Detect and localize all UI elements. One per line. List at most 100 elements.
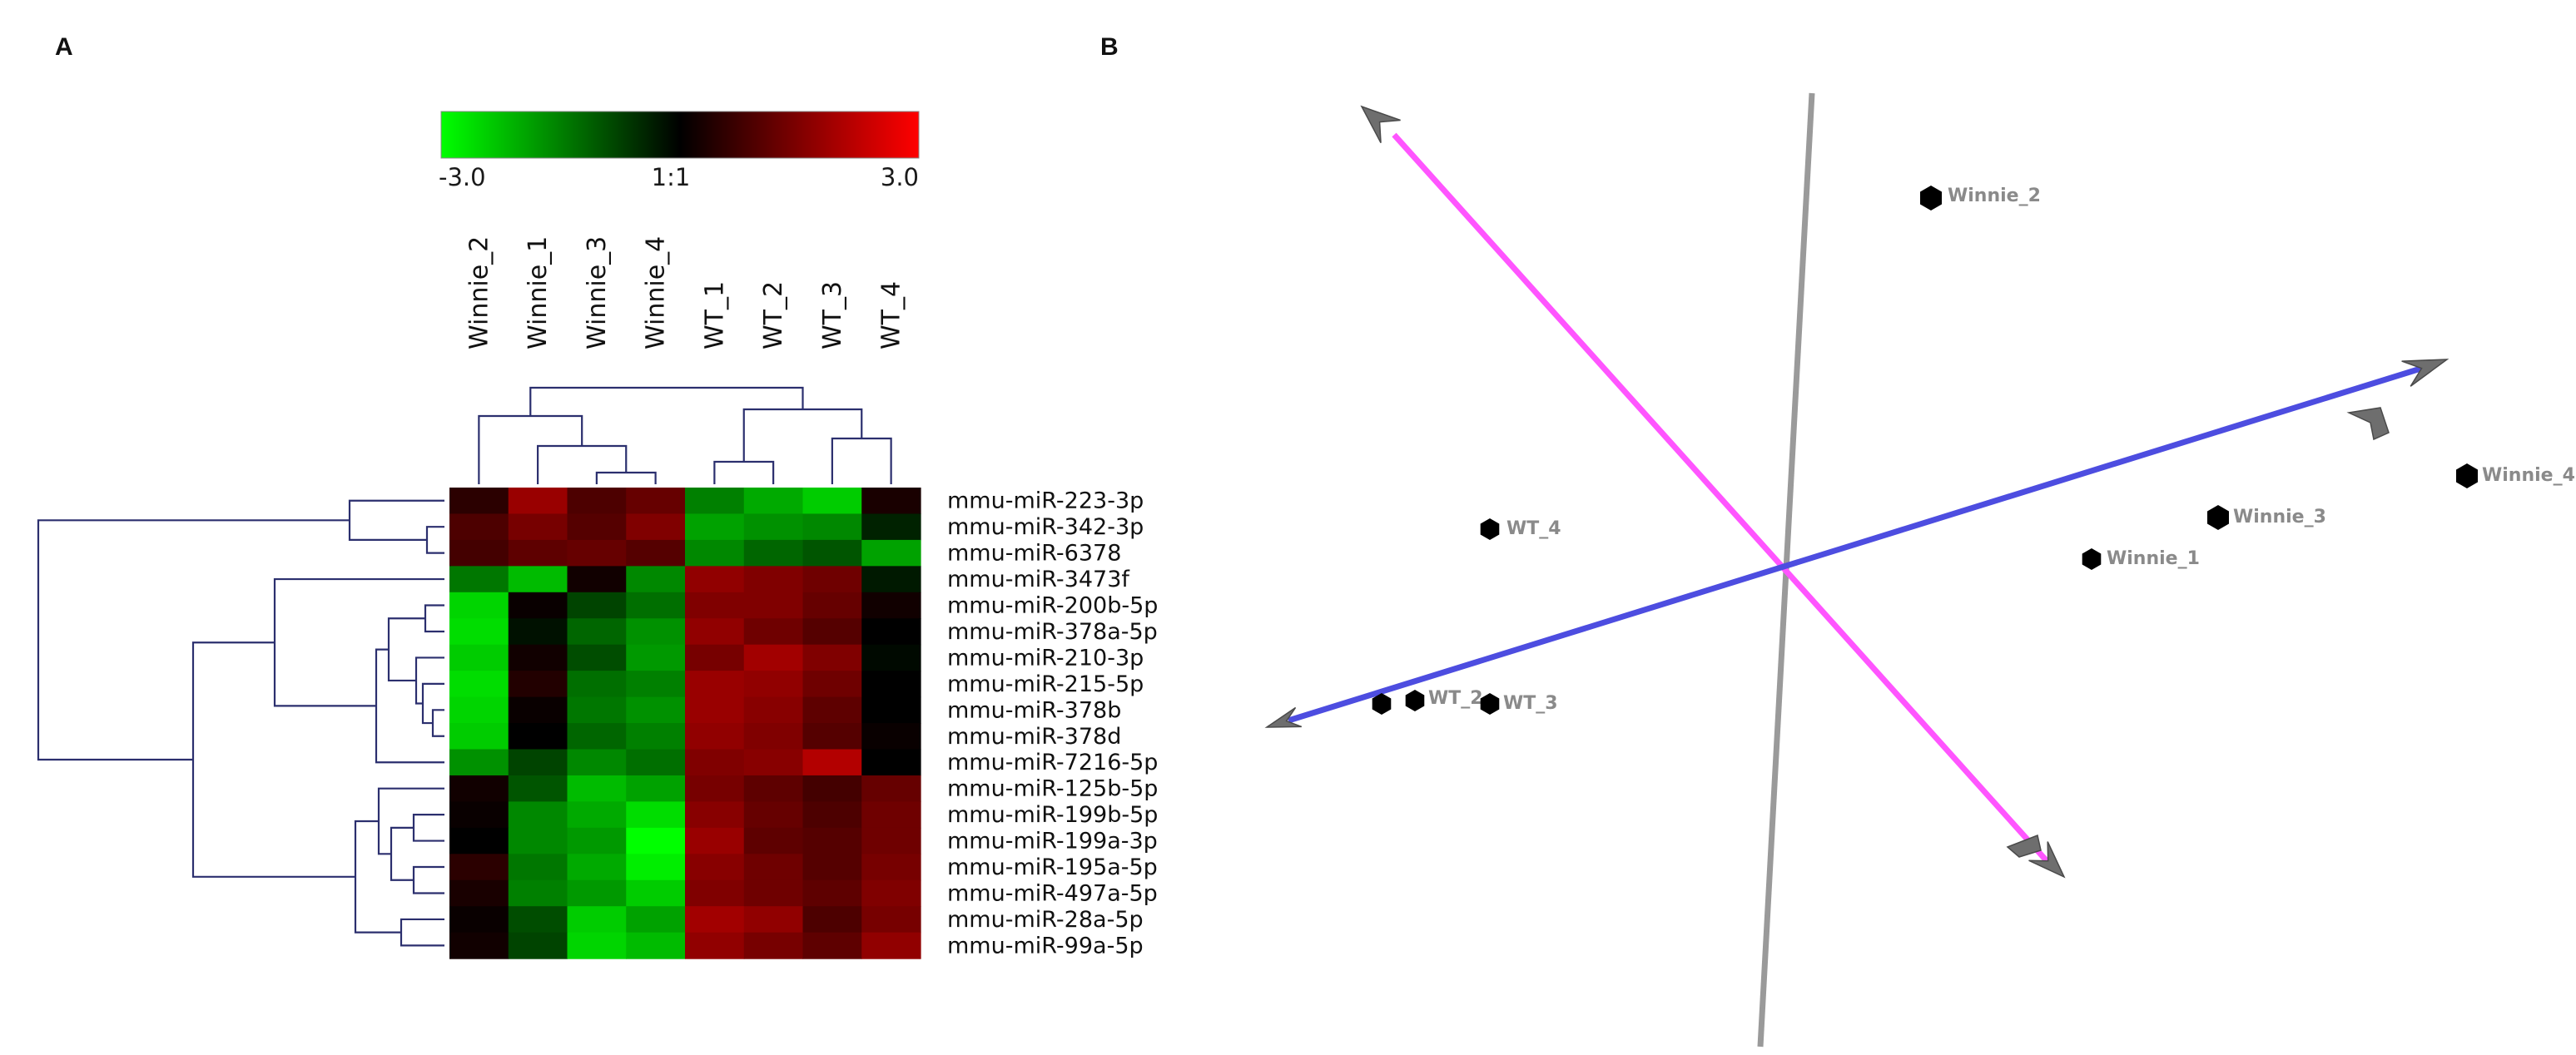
panel-label-b: B <box>1100 33 1119 61</box>
heatmap-cell <box>508 749 568 776</box>
heatmap-cell <box>626 749 686 776</box>
heatmap-cell <box>626 671 686 698</box>
heatmap-cell <box>508 618 568 646</box>
heatmap-cell <box>861 827 921 854</box>
heatmap-cell <box>861 906 921 934</box>
heatmap-cell <box>685 592 745 619</box>
pca-point-marker <box>2082 548 2102 570</box>
heatmap-cell <box>626 906 686 934</box>
row-label: mmu-miR-195a-5p <box>947 854 1158 880</box>
pca-point-marker <box>1480 693 1500 715</box>
axis-arrowhead <box>1360 105 1401 144</box>
heatmap-cell <box>743 488 804 515</box>
heatmap-cell <box>567 592 627 619</box>
row-label: mmu-miR-210-3p <box>947 645 1144 671</box>
heatmap-cell <box>626 827 686 854</box>
dendrogram-branch <box>713 460 775 484</box>
dendrogram-branch <box>375 648 444 764</box>
heatmap-cell <box>508 801 568 829</box>
heatmap-cell <box>449 513 509 541</box>
pca-point: Winnie_4 <box>2456 463 2575 488</box>
heatmap-cell <box>802 854 862 881</box>
pca-point-label: Winnie_4 <box>2482 465 2575 486</box>
heatmap-cell <box>449 932 509 959</box>
heatmap-cell <box>685 749 745 776</box>
column-labels: Winnie_2 Winnie_1 Winnie_3 Winnie_4 WT_1 WT_2… <box>464 236 906 349</box>
heatmap-cell <box>449 618 509 646</box>
heatmap-cell <box>685 539 745 567</box>
dendrogram-branch <box>742 408 863 462</box>
pca-axis-1 <box>1392 132 2052 866</box>
heatmap-cell <box>802 932 862 959</box>
heatmap-cell <box>743 932 804 959</box>
heatmap-cell <box>626 932 686 959</box>
scale-low-label: -3.0 <box>439 163 486 191</box>
dendrogram-branch <box>387 617 425 682</box>
heatmap-cell <box>626 513 686 541</box>
axis-arrowhead <box>2346 407 2390 441</box>
row-label: mmu-miR-99a-5p <box>947 933 1144 958</box>
heatmap-cell <box>508 696 568 724</box>
row-label: mmu-miR-199b-5p <box>947 802 1158 828</box>
heatmap-cell <box>861 592 921 619</box>
heatmap-cell <box>685 566 745 593</box>
pca-point-label: Winnie_1 <box>2107 548 2200 569</box>
color-scale: -3.0 1:1 3.0 <box>439 111 920 191</box>
pca-point-marker <box>2456 463 2478 488</box>
row-label: mmu-miR-342-3p <box>947 514 1144 540</box>
heatmap-cell <box>626 566 686 593</box>
heatmap-cell <box>508 854 568 881</box>
heatmap-cell <box>802 539 862 567</box>
heatmap-cell <box>567 671 627 698</box>
heatmap-cell <box>743 696 804 724</box>
dendrogram-branch <box>537 444 628 484</box>
heatmap-cell <box>685 854 745 881</box>
dendrogram-branch <box>37 519 350 761</box>
heatmap-cell <box>567 488 627 515</box>
heatmap-cell <box>861 644 921 671</box>
row-label: mmu-miR-378b <box>947 697 1121 723</box>
heatmap-cell <box>685 827 745 854</box>
pca-point-label: Winnie_3 <box>2233 507 2326 528</box>
row-label: mmu-miR-223-3p <box>947 488 1144 514</box>
heatmap-cell <box>508 932 568 959</box>
heatmap-cell <box>685 723 745 750</box>
heatmap-cell <box>861 932 921 959</box>
heatmap-cell <box>449 488 509 515</box>
heatmap-cell <box>508 488 568 515</box>
pca-point-label: WT_2 <box>1428 688 1483 709</box>
color-scale-bar <box>440 111 920 159</box>
heatmap-cell <box>685 488 745 515</box>
heatmap-cell <box>567 827 627 854</box>
heatmap-cell <box>508 775 568 802</box>
heatmap-cell <box>626 539 686 567</box>
pca-panel: Winnie_2 Winnie_4 Winnie_3 Winnie_1 WT_4 WT_2… <box>1264 92 2575 1048</box>
dendrogram-branch <box>831 437 892 484</box>
column-label: Winnie_2 <box>464 236 494 349</box>
heatmap-cell <box>685 671 745 698</box>
heatmap-cell <box>567 513 627 541</box>
heatmap-cell <box>449 879 509 907</box>
heatmap-cell <box>802 879 862 907</box>
heatmap-cell <box>743 749 804 776</box>
heatmap-cell <box>743 566 804 593</box>
heatmap-cell <box>508 566 568 593</box>
heatmap-cell <box>449 592 509 619</box>
column-dendrogram <box>478 386 892 484</box>
dendrogram-branch <box>595 471 657 484</box>
dendrogram-branch <box>273 577 444 707</box>
heatmap-cell <box>626 801 686 829</box>
heatmap-cell <box>626 854 686 881</box>
heatmap-cell <box>449 854 509 881</box>
row-label: mmu-miR-200b-5p <box>947 593 1158 619</box>
column-label: WT_1 <box>700 281 729 349</box>
panel-label-a: A <box>55 33 73 61</box>
pca-point: Winnie_1 <box>2082 548 2200 570</box>
heatmap-cell <box>802 566 862 593</box>
dendrogram-branch <box>400 918 444 947</box>
dendrogram-branch <box>348 499 444 541</box>
axis-arrowhead <box>2401 359 2449 387</box>
dendrogram-branch <box>414 656 444 705</box>
heatmap-cell <box>861 801 921 829</box>
